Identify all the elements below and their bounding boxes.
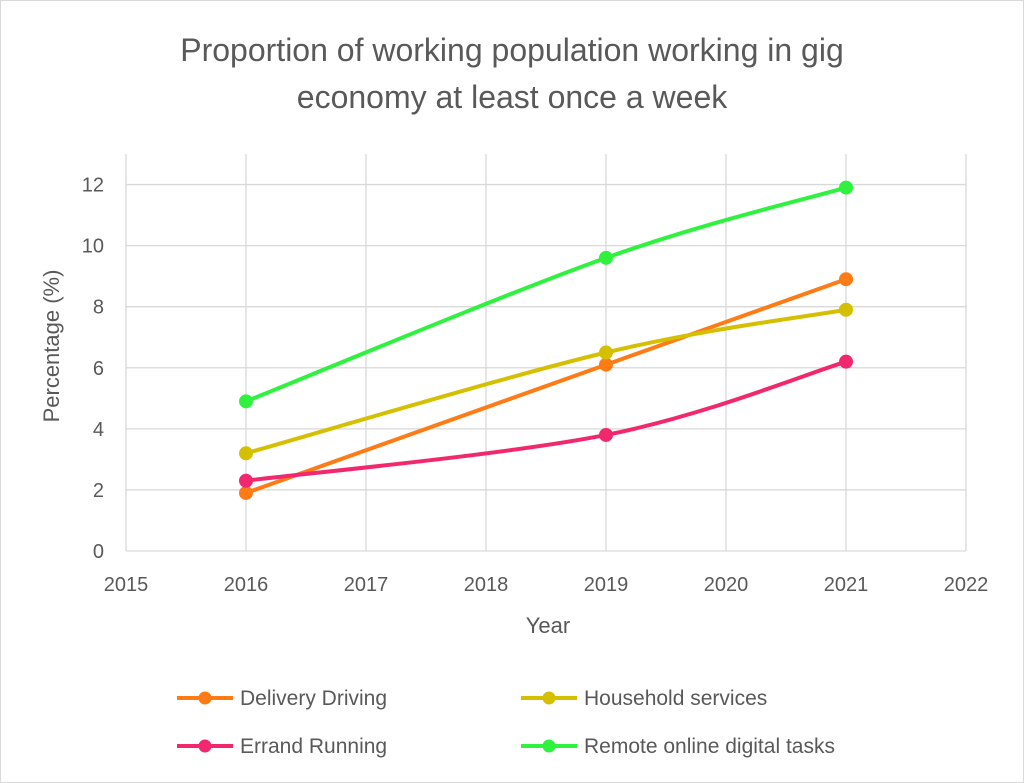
series-lines [244, 185, 848, 495]
series-markers [239, 180, 853, 500]
legend-marker [542, 691, 556, 705]
chart-title-line-1: Proportion of working population working… [180, 32, 844, 68]
legend-marker [198, 691, 212, 705]
data-point[interactable] [239, 473, 253, 488]
data-point[interactable] [599, 357, 613, 372]
data-point[interactable] [839, 180, 853, 195]
x-tick-label: 2020 [704, 574, 749, 596]
data-point[interactable] [839, 302, 853, 317]
series-line-1 [244, 307, 848, 456]
x-tick-label: 2021 [824, 574, 869, 596]
x-tick-label: 2016 [224, 574, 269, 596]
legend-item[interactable]: Household services [521, 687, 767, 710]
y-axis-label: Percentage (%) [39, 270, 64, 423]
data-point[interactable] [239, 446, 253, 461]
legend-label: Remote online digital tasks [584, 735, 835, 758]
x-tick-label: 2015 [104, 574, 149, 596]
y-tick-label: 12 [82, 175, 104, 197]
x-tick-label: 2017 [344, 574, 389, 596]
legend-label: Errand Running [240, 735, 387, 758]
data-point[interactable] [599, 427, 613, 442]
chart-title-line-2: economy at least once a week [297, 79, 728, 115]
y-tick-labels: 0 2 4 6 8 10 12 [82, 175, 104, 563]
legend: Delivery Driving Household services Errand… [177, 687, 835, 758]
data-point[interactable] [599, 250, 613, 265]
y-tick-label: 8 [93, 297, 104, 319]
series-line-3 [244, 185, 848, 404]
series-line-2 [244, 359, 848, 483]
x-tick-label: 2022 [944, 574, 989, 596]
legend-item[interactable]: Delivery Driving [177, 687, 387, 710]
y-tick-label: 10 [82, 236, 104, 258]
legend-marker [198, 739, 212, 753]
legend-item[interactable]: Errand Running [177, 735, 387, 758]
data-point[interactable] [239, 394, 253, 409]
x-tick-labels: 2015 2016 2017 2018 2019 2020 2021 2022 [104, 574, 989, 596]
data-point[interactable] [599, 345, 613, 360]
x-tick-label: 2018 [464, 574, 509, 596]
y-tick-label: 6 [93, 358, 104, 380]
y-tick-label: 0 [93, 541, 104, 563]
data-point[interactable] [239, 485, 253, 500]
series-line-0 [244, 277, 848, 495]
legend-marker [542, 739, 556, 753]
legend-item[interactable]: Remote online digital tasks [521, 735, 835, 758]
y-tick-label: 4 [93, 419, 104, 441]
legend-label: Delivery Driving [240, 687, 387, 710]
chart-title: Proportion of working population working… [180, 32, 844, 115]
data-point[interactable] [839, 272, 853, 287]
data-point[interactable] [839, 354, 853, 369]
legend-label: Household services [584, 687, 767, 710]
x-tick-label: 2019 [584, 574, 629, 596]
x-axis-label: Year [526, 613, 570, 638]
y-tick-label: 2 [93, 480, 104, 502]
